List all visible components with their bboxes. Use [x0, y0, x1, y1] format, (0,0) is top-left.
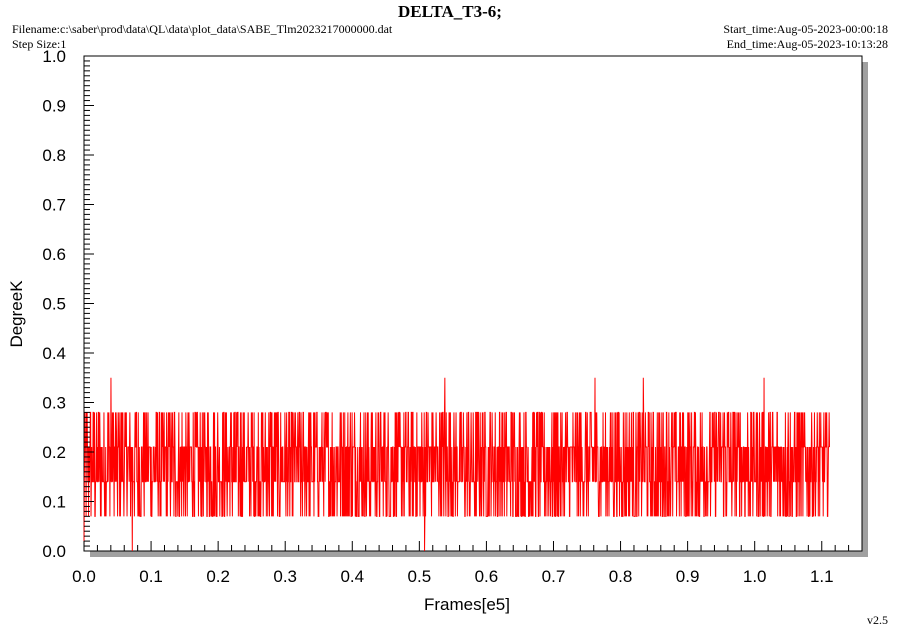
- y-tick-label: 0.5: [42, 295, 66, 314]
- x-tick-label: 0.5: [408, 567, 432, 586]
- x-tick-label: 0.7: [542, 567, 566, 586]
- filename-label: Filename:c:\saber\prod\data\QL\data\plot…: [12, 22, 393, 36]
- axes-group: 0.0 0.1 0.2 0.3 0.4 0.5 0.6 0.7 0.8 0.9 1.0 0.0 0.1 0…: [42, 47, 850, 586]
- series-line: [83, 377, 830, 552]
- y-tick-label: 0.6: [42, 245, 66, 264]
- series-group: [83, 377, 830, 552]
- x-tick-label: 0.2: [206, 567, 230, 586]
- x-tick-label: 0.1: [139, 567, 163, 586]
- chart-title: DELTA_T3-6;: [398, 2, 502, 21]
- y-tick-label: 0.2: [42, 443, 66, 462]
- start-time-label: Start_time:Aug-05-2023-00:00:18: [723, 22, 888, 36]
- x-tick-label: 0.9: [676, 567, 700, 586]
- y-tick-label: 0.9: [42, 97, 66, 116]
- x-tick-label: 0.0: [72, 567, 96, 586]
- x-tick-label: 0.8: [609, 567, 633, 586]
- x-axis-label: Frames[e5]: [424, 595, 510, 614]
- x-tick-label: 0.3: [273, 567, 297, 586]
- y-tick-label: 0.1: [42, 493, 66, 512]
- y-tick-label: 0.0: [42, 542, 66, 561]
- x-tick-label: 1.1: [810, 567, 834, 586]
- y-tick-label: 1.0: [42, 47, 66, 66]
- y-tick-label: 0.7: [42, 196, 66, 215]
- y-tick-label: 0.4: [42, 344, 66, 363]
- y-axis-label: DegreeK: [7, 280, 26, 348]
- end-time-label: End_time:Aug-05-2023-10:13:28: [726, 37, 888, 51]
- x-tick-label: 1.0: [743, 567, 767, 586]
- step-size-label: Step Size:1: [12, 37, 67, 51]
- y-tick-label: 0.3: [42, 394, 66, 413]
- version-label: v2.5: [867, 613, 888, 627]
- x-tick-label: 0.6: [475, 567, 499, 586]
- y-tick-label: 0.8: [42, 146, 66, 165]
- x-tick-label: 0.4: [340, 567, 364, 586]
